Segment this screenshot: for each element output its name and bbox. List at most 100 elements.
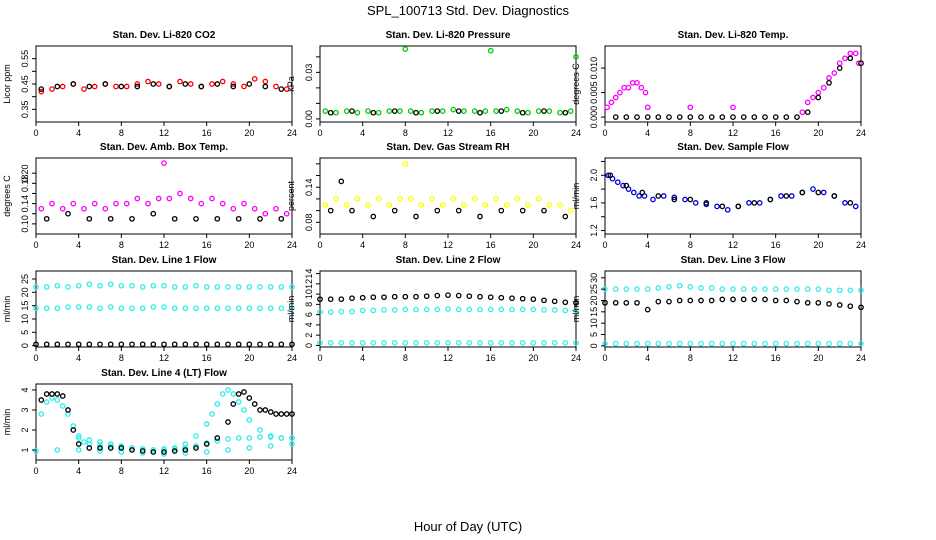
data-point bbox=[730, 114, 736, 120]
x-tick-label: 16 bbox=[771, 240, 781, 250]
data-point bbox=[698, 297, 704, 304]
data-point bbox=[278, 411, 285, 417]
data-point bbox=[666, 340, 672, 347]
y-axis-label: ml/min bbox=[2, 409, 12, 436]
data-point bbox=[246, 395, 253, 401]
data-point bbox=[43, 399, 50, 405]
series-3 bbox=[33, 341, 295, 348]
data-point bbox=[562, 109, 569, 116]
data-point bbox=[150, 282, 157, 289]
plot-frame bbox=[604, 45, 862, 123]
data-point bbox=[642, 89, 649, 96]
data-point bbox=[241, 200, 247, 207]
panel-title: Stan. Dev. Li-820 CO2 bbox=[113, 30, 216, 41]
panel-title: Stan. Dev. Line 1 Flow bbox=[112, 255, 217, 266]
data-point bbox=[498, 340, 505, 346]
data-point bbox=[193, 445, 199, 451]
data-point bbox=[193, 282, 199, 289]
data-point bbox=[203, 284, 210, 290]
data-point bbox=[370, 213, 377, 220]
data-point bbox=[612, 299, 619, 306]
data-point bbox=[423, 340, 430, 346]
data-point bbox=[676, 297, 683, 304]
data-point bbox=[354, 109, 361, 116]
data-point bbox=[171, 446, 178, 452]
panel-title: Stan. Dev. Amb. Box Temp. bbox=[100, 142, 228, 153]
data-point bbox=[567, 108, 574, 114]
data-point bbox=[129, 282, 135, 289]
data-point bbox=[799, 109, 806, 116]
data-point bbox=[33, 284, 39, 290]
data-point bbox=[562, 299, 569, 306]
data-point bbox=[59, 403, 66, 409]
series-1 bbox=[33, 281, 295, 290]
data-point bbox=[235, 435, 242, 441]
data-point bbox=[562, 213, 569, 220]
data-point bbox=[551, 340, 558, 346]
x-tick-label: 0 bbox=[33, 128, 38, 138]
data-point bbox=[257, 284, 263, 290]
data-point bbox=[333, 109, 339, 116]
data-point bbox=[139, 341, 146, 348]
data-point bbox=[858, 60, 864, 67]
data-point bbox=[102, 205, 109, 212]
series-1 bbox=[38, 160, 290, 217]
data-point bbox=[471, 108, 478, 114]
y-tick-label: 20 bbox=[20, 287, 30, 297]
y-tick-label: 10 bbox=[589, 318, 599, 328]
data-point bbox=[847, 200, 854, 206]
x-tick-label: 4 bbox=[76, 128, 81, 138]
y-axis-label: kPa bbox=[286, 76, 296, 92]
data-point bbox=[267, 434, 274, 440]
data-point bbox=[487, 306, 494, 313]
data-point bbox=[75, 341, 82, 348]
data-point bbox=[182, 81, 189, 87]
data-point bbox=[644, 114, 651, 120]
y-tick-label: 0.000 bbox=[589, 106, 599, 129]
x-tick-label: 8 bbox=[403, 240, 408, 250]
data-point bbox=[746, 200, 752, 206]
data-point bbox=[519, 340, 526, 346]
x-tick-label: 12 bbox=[159, 240, 169, 250]
data-point bbox=[477, 340, 483, 346]
x-tick-label: 4 bbox=[76, 466, 81, 476]
data-point bbox=[530, 306, 537, 313]
data-point bbox=[498, 294, 505, 301]
data-point bbox=[134, 83, 141, 90]
data-point bbox=[551, 298, 558, 305]
x-tick-label: 20 bbox=[244, 466, 254, 476]
x-tick-label: 8 bbox=[403, 128, 408, 138]
data-point bbox=[730, 340, 736, 347]
data-point bbox=[107, 304, 114, 310]
data-point bbox=[567, 207, 574, 214]
data-point bbox=[676, 282, 683, 289]
data-point bbox=[852, 50, 859, 57]
data-point bbox=[118, 282, 125, 289]
data-point bbox=[129, 445, 135, 451]
data-point bbox=[327, 109, 334, 116]
x-tick-label: 4 bbox=[360, 128, 365, 138]
data-point bbox=[445, 292, 451, 298]
data-point bbox=[267, 284, 274, 290]
data-point bbox=[43, 341, 50, 348]
x-tick-label: 0 bbox=[33, 353, 38, 363]
data-point bbox=[54, 447, 61, 453]
data-point bbox=[778, 193, 784, 199]
data-point bbox=[826, 340, 832, 347]
data-point bbox=[402, 306, 409, 313]
data-point bbox=[54, 341, 61, 348]
y-tick-label: 0.35 bbox=[20, 101, 30, 119]
data-point bbox=[257, 407, 263, 413]
data-point bbox=[455, 292, 462, 299]
data-point bbox=[134, 81, 141, 87]
data-point bbox=[687, 196, 694, 203]
data-point bbox=[541, 340, 547, 346]
data-point bbox=[612, 340, 619, 347]
data-point bbox=[503, 201, 510, 208]
data-point bbox=[343, 201, 350, 208]
data-point bbox=[91, 83, 98, 90]
data-point bbox=[423, 293, 430, 300]
data-point bbox=[391, 307, 398, 313]
data-point bbox=[257, 305, 263, 312]
